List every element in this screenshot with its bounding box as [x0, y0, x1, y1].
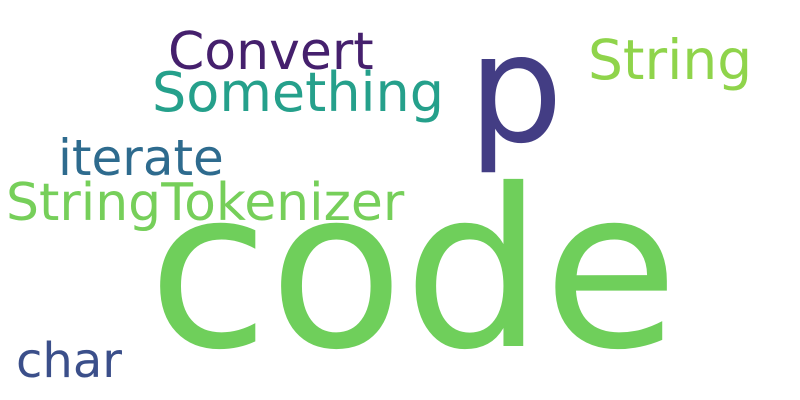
word-stringtokenizer: StringTokenizer [6, 173, 405, 233]
word-convert: Convert [168, 22, 374, 82]
word-char: char [16, 333, 122, 389]
word-code: code [148, 142, 679, 398]
word-p: p [468, 3, 564, 177]
word-something: Something [152, 61, 445, 124]
word-string: String [588, 28, 753, 92]
word-iterate: iterate [58, 129, 224, 187]
